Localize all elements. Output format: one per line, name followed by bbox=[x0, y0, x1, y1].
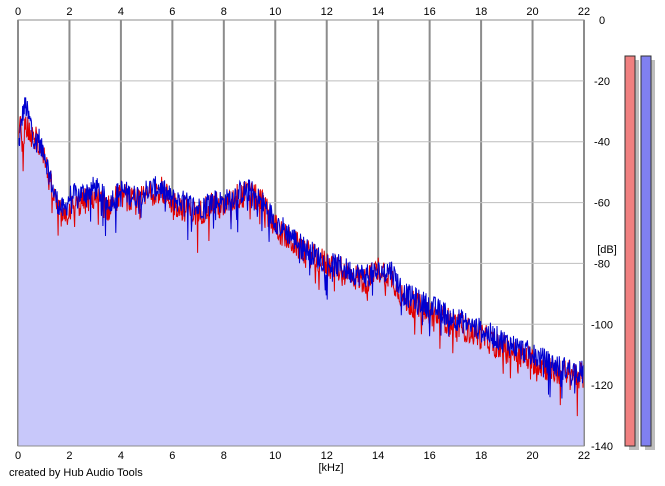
x-tick-label: 6 bbox=[169, 6, 175, 18]
x-tick-label-bottom: 16 bbox=[424, 450, 436, 462]
x-tick-label-bottom: 18 bbox=[475, 450, 487, 462]
x-tick-label-bottom: 22 bbox=[578, 450, 590, 462]
y-tick-label: -140 bbox=[591, 441, 613, 453]
x-tick-label-bottom: 0 bbox=[15, 450, 21, 462]
series-lines bbox=[17, 97, 585, 417]
x-tick-label: 0 bbox=[15, 6, 21, 18]
x-axis-label: [kHz] bbox=[318, 462, 343, 474]
y-tick-label: -100 bbox=[591, 319, 613, 331]
spectrum-fill bbox=[18, 97, 584, 447]
x-tick-label: 20 bbox=[526, 6, 538, 18]
x-tick-label-bottom: 2 bbox=[66, 450, 72, 462]
x-tick-label-bottom: 10 bbox=[269, 450, 281, 462]
x-tick-label-bottom: 20 bbox=[526, 450, 538, 462]
y-tick-label: 0 bbox=[599, 15, 605, 27]
x-tick-label: 12 bbox=[321, 6, 333, 18]
y-axis-label: [dB] bbox=[597, 244, 617, 256]
x-tick-label-bottom: 6 bbox=[169, 450, 175, 462]
x-tick-label: 2 bbox=[66, 6, 72, 18]
x-tick-label: 14 bbox=[372, 6, 384, 18]
y-tick-label: -80 bbox=[594, 258, 610, 270]
x-tick-label-bottom: 4 bbox=[118, 450, 124, 462]
y-tick-labels: 0 -20 -40 -60 -80 -100 -120 -140 bbox=[591, 15, 613, 453]
y-tick-label: -120 bbox=[591, 380, 613, 392]
y-tick-label: -40 bbox=[594, 137, 610, 149]
series-line-blue bbox=[17, 97, 585, 399]
x-tick-label: 16 bbox=[424, 6, 436, 18]
x-tick-label: 22 bbox=[578, 6, 590, 18]
x-tick-label-bottom: 12 bbox=[321, 450, 333, 462]
x-tick-label: 8 bbox=[221, 6, 227, 18]
plot-frame bbox=[17, 19, 585, 447]
credit-text: created by Hub Audio Tools bbox=[9, 467, 143, 479]
y-tick-label: -60 bbox=[594, 198, 610, 210]
level-meters bbox=[624, 55, 655, 450]
x-tick-label: 10 bbox=[269, 6, 281, 18]
x-tick-label: 4 bbox=[118, 6, 124, 18]
level-meter-bar bbox=[640, 55, 652, 447]
x-tick-label: 18 bbox=[475, 6, 487, 18]
x-tick-label-bottom: 8 bbox=[221, 450, 227, 462]
level-meter-bar bbox=[624, 55, 636, 447]
x-tick-label-bottom: 14 bbox=[372, 450, 384, 462]
y-tick-label: -20 bbox=[594, 76, 610, 88]
